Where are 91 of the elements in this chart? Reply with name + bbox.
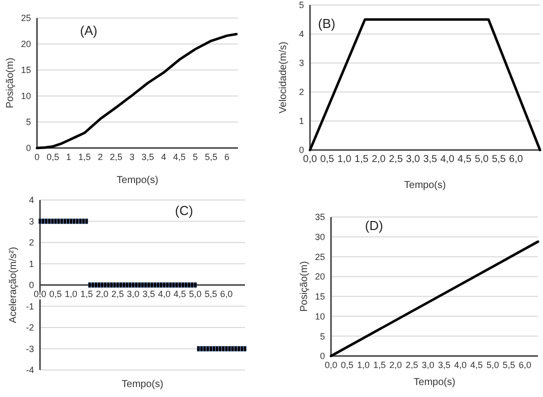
y-tick-label: 10	[20, 91, 31, 102]
y-tick-label: 0	[26, 143, 31, 154]
x-axis-title: Tempo(s)	[122, 379, 164, 390]
y-tick-label: 10	[314, 311, 325, 322]
x-tick-label: 5,5	[492, 154, 506, 165]
x-axis-title: Tempo(s)	[116, 175, 158, 186]
y-tick-label: 15	[314, 292, 325, 302]
x-tick-label: 6,0	[509, 154, 524, 165]
y-axis-title: Posição(m)	[5, 58, 16, 108]
x-tick-label: 2,5	[110, 152, 122, 162]
y-tick-label: -4	[26, 365, 34, 376]
x-tick-label: 5,0	[474, 154, 490, 165]
y-tick-label: 2	[298, 87, 304, 98]
x-tick-label: 6	[224, 152, 230, 162]
x-tick-label: 5,0	[486, 360, 499, 370]
y-tick-label: -2	[26, 322, 34, 333]
x-tick-label: 0,5	[49, 289, 62, 299]
y-tick-label: 1	[28, 258, 34, 269]
x-tick-label: 4,5	[458, 154, 472, 165]
x-axis-title: Tempo(s)	[404, 180, 446, 191]
x-tick-label: 3,5	[423, 154, 438, 165]
y-tick-label: 2	[28, 238, 34, 248]
annotation: (A)	[80, 23, 98, 38]
x-tick-label: 2,0	[372, 154, 386, 165]
x-tick-label: 5,0	[189, 289, 202, 299]
y-tick-label: 20	[314, 272, 325, 282]
x-tick-label: 4,5	[174, 289, 186, 299]
x-tick-label: 0,5	[320, 154, 335, 165]
x-tick-label: 4,0	[454, 360, 467, 370]
x-tick-label: 2,5	[111, 289, 124, 299]
x-tick-label: 1,5	[78, 152, 91, 162]
x-tick-label: 2,0	[96, 289, 108, 299]
x-tick-label: 2,0	[389, 360, 402, 370]
x-tick-label: 5,5	[204, 289, 218, 299]
y-tick-label: 30	[314, 232, 325, 242]
y-tick-label: 5	[320, 331, 325, 342]
x-tick-label: 1,5	[354, 154, 369, 165]
x-tick-label: 3,5	[142, 152, 154, 162]
y-tick-label: 1	[298, 116, 304, 126]
x-tick-label: 1,0	[64, 289, 78, 299]
x-tick-label: 3,5	[142, 289, 155, 299]
x-tick-label: 4,0	[158, 289, 170, 299]
x-tick-label: 5,5	[204, 152, 218, 162]
x-tick-label: 3	[129, 152, 134, 162]
y-tick-label: 4	[298, 29, 304, 40]
y-tick-label: 0	[298, 145, 304, 156]
y-tick-label: 20	[20, 39, 31, 50]
y-tick-label: 25	[20, 13, 31, 24]
x-tick-label: 1,5	[80, 289, 93, 299]
x-tick-label: 3,0	[126, 289, 140, 299]
y-tick-label: 0	[320, 351, 325, 362]
x-tick-label: 6,0	[518, 360, 532, 370]
y-tick-label: 15	[20, 65, 31, 76]
x-tick-label: 2,5	[406, 360, 418, 370]
y-tick-label: 3	[28, 216, 34, 226]
y-tick-label: 5	[26, 117, 31, 128]
x-tick-label: 4,5	[470, 360, 483, 370]
y-tick-label: 0	[28, 280, 34, 290]
y-tick-label: 25	[314, 252, 325, 262]
x-tick-label: 5,5	[502, 360, 516, 370]
x-tick-label: 4,0	[440, 154, 455, 165]
x-tick-label: 0,0	[303, 154, 318, 165]
x-tick-label: 1,5	[373, 360, 386, 370]
y-axis-title: Aceleração(m/s²)	[8, 246, 19, 324]
y-tick-label: 35	[314, 212, 325, 222]
y-axis-title: Posição(m)	[299, 261, 310, 312]
y-tick-label: 3	[298, 58, 304, 68]
x-tick-label: 5	[192, 152, 198, 162]
y-axis-title: Velocidade(m/s)	[278, 42, 289, 114]
x-tick-label: 3,0	[422, 360, 434, 370]
x-axis-title: Tempo(s)	[414, 377, 456, 388]
x-tick-label: 0,5	[46, 152, 60, 162]
x-tick-label: 0,0	[324, 360, 338, 370]
x-tick-label: 4,5	[173, 152, 186, 162]
y-tick-label: -3	[26, 344, 34, 354]
x-tick-label: 4	[161, 152, 166, 162]
x-tick-label: 1,0	[357, 360, 370, 370]
x-tick-label: 3,0	[406, 154, 420, 165]
x-tick-label: 1,0	[337, 154, 352, 165]
annotation: (D)	[365, 218, 384, 233]
y-tick-label: -1	[26, 301, 34, 312]
x-tick-label: 6,0	[220, 289, 233, 299]
x-tick-label: 3,5	[438, 360, 450, 370]
x-tick-label: 2	[98, 152, 103, 162]
x-tick-label: 0,5	[340, 360, 354, 370]
x-tick-label: 2,5	[388, 154, 404, 165]
annotation: (C)	[175, 203, 194, 218]
annotation: (B)	[318, 16, 336, 31]
y-tick-label: 5	[298, 0, 304, 10]
x-tick-label: 1	[66, 152, 72, 162]
y-tick-label: 4	[28, 195, 34, 206]
